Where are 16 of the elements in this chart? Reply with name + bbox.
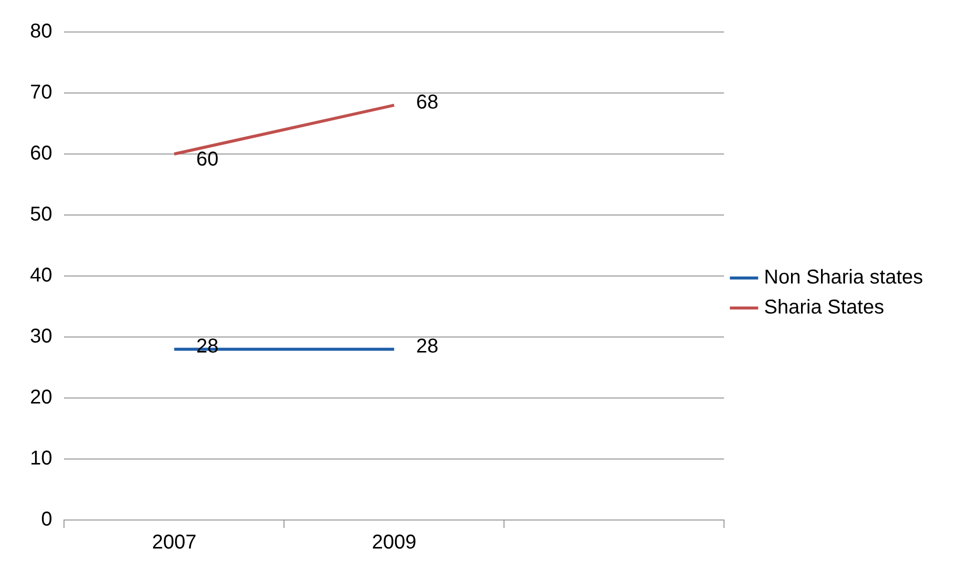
- data-label: 60: [196, 148, 218, 171]
- y-tick-label: 40: [30, 264, 52, 287]
- y-tick-label: 10: [30, 448, 52, 470]
- y-tick-label: 70: [30, 82, 52, 104]
- x-tick-label: 2007: [152, 532, 196, 554]
- y-tick-label: 20: [30, 386, 52, 409]
- data-label: 28: [416, 336, 438, 358]
- y-tick-label: 50: [30, 204, 52, 226]
- legend-label: Sharia States: [764, 296, 884, 319]
- y-tick-label: 60: [30, 142, 52, 165]
- data-label: 68: [416, 92, 438, 114]
- x-tick-label: 2009: [372, 532, 416, 554]
- y-tick-label: 30: [30, 326, 52, 348]
- y-tick-label: 0: [41, 508, 52, 531]
- legend-label: Non Sharia states: [764, 266, 924, 289]
- y-tick-label: 80: [30, 20, 52, 43]
